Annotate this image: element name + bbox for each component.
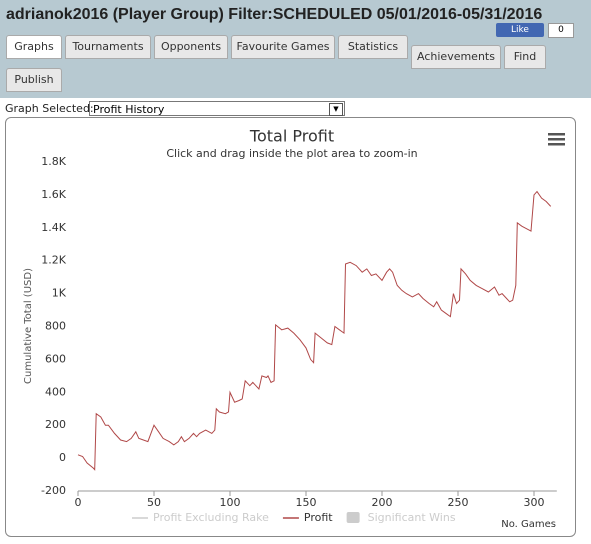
legend-item[interactable]: Significant Wins <box>368 511 456 524</box>
x-tick-label: 50 <box>147 496 161 509</box>
chart: Total Profit Click and drag inside the p… <box>23 127 565 530</box>
y-tick-label: 1.6K <box>41 188 66 201</box>
y-tick-label: -200 <box>41 484 66 497</box>
tab[interactable]: Find <box>504 45 546 69</box>
graph-select[interactable]: Profit History ▼ <box>89 101 345 116</box>
tab[interactable]: Graphs <box>6 35 62 59</box>
legend-item[interactable]: Profit Excluding Rake <box>153 511 269 524</box>
y-tick-label: 200 <box>45 418 66 431</box>
x-tick-label: 150 <box>296 496 317 509</box>
select-value: Profit History <box>93 103 165 116</box>
menu-icon[interactable] <box>548 133 565 146</box>
y-tick-label: 400 <box>45 385 66 398</box>
chart-title: Total Profit <box>249 127 334 146</box>
y-tick-label: 1.2K <box>41 254 66 267</box>
like-button[interactable]: Like <box>496 23 544 37</box>
x-tick-label: 200 <box>372 496 393 509</box>
x-tick-label: 300 <box>524 496 545 509</box>
tab[interactable]: Tournaments <box>65 35 151 59</box>
y-tick-label: 0 <box>59 451 66 464</box>
tab[interactable]: Statistics <box>338 35 408 59</box>
y-tick-label: 1.4K <box>41 221 66 234</box>
x-axis-label: No. Games <box>501 519 556 530</box>
profit-line <box>77 190 552 471</box>
y-axis-label: Cumulative Total (USD) <box>23 268 34 384</box>
chart-subtitle: Click and drag inside the plot area to z… <box>166 147 417 160</box>
y-tick-label: 1.8K <box>41 155 66 168</box>
y-tick-label: 600 <box>45 352 66 365</box>
tab[interactable]: Opponents <box>154 35 228 59</box>
like-count: 0 <box>548 23 574 38</box>
x-tick-label: 250 <box>448 496 469 509</box>
selector-label: Graph Selected: <box>5 102 94 115</box>
tab[interactable]: Achievements <box>411 45 501 69</box>
y-tick-label: 1K <box>52 287 67 300</box>
legend-item[interactable]: Profit <box>304 511 333 524</box>
tab[interactable]: Favourite Games <box>231 35 335 59</box>
y-tick-label: 800 <box>45 320 66 333</box>
page-title: adrianok2016 (Player Group) Filter:SCHED… <box>6 6 543 23</box>
chart-panel: Total Profit Click and drag inside the p… <box>5 117 576 537</box>
dropdown-arrow[interactable]: ▼ <box>329 103 343 116</box>
tab[interactable]: Publish <box>6 68 62 92</box>
legend-swatch <box>346 512 360 523</box>
x-tick-label: 100 <box>220 496 241 509</box>
x-tick-label: 0 <box>75 496 82 509</box>
